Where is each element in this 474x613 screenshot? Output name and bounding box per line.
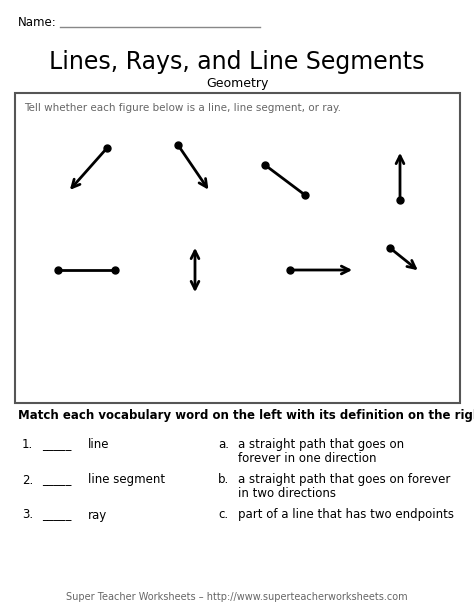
Text: ray: ray <box>88 509 107 522</box>
Text: forever in one direction: forever in one direction <box>238 452 376 465</box>
Text: Match each vocabulary word on the left with its definition on the right.: Match each vocabulary word on the left w… <box>18 408 474 422</box>
Text: c.: c. <box>218 508 228 521</box>
Text: in two directions: in two directions <box>238 487 336 500</box>
Text: Tell whether each figure below is a line, line segment, or ray.: Tell whether each figure below is a line… <box>24 103 341 113</box>
Text: 1.: 1. <box>22 438 33 452</box>
Text: part of a line that has two endpoints: part of a line that has two endpoints <box>238 508 454 521</box>
Text: line segment: line segment <box>88 473 165 487</box>
Text: Name:: Name: <box>18 15 57 28</box>
Text: a straight path that goes on: a straight path that goes on <box>238 438 404 451</box>
Text: _____: _____ <box>42 438 72 452</box>
Text: Super Teacher Worksheets – http://www.superteacherworksheets.com: Super Teacher Worksheets – http://www.su… <box>66 592 408 602</box>
Text: _____: _____ <box>42 509 72 522</box>
Text: a.: a. <box>218 438 229 451</box>
Text: a straight path that goes on forever: a straight path that goes on forever <box>238 473 450 486</box>
Text: _____: _____ <box>42 473 72 487</box>
Text: line: line <box>88 438 109 452</box>
Bar <box>15 93 460 403</box>
Text: Geometry: Geometry <box>206 77 268 89</box>
Text: Lines, Rays, and Line Segments: Lines, Rays, and Line Segments <box>49 50 425 74</box>
Text: 2.: 2. <box>22 473 33 487</box>
Text: b.: b. <box>218 473 229 486</box>
Text: 3.: 3. <box>22 509 33 522</box>
